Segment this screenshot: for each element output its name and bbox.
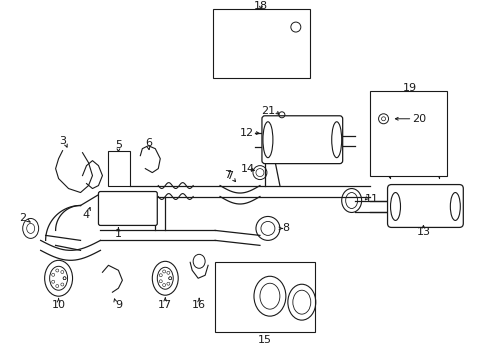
Bar <box>369 91 447 176</box>
Text: 14: 14 <box>241 163 255 174</box>
Text: 18: 18 <box>253 1 267 11</box>
Text: 20: 20 <box>411 114 426 124</box>
Text: 15: 15 <box>257 335 271 345</box>
Text: 19: 19 <box>402 83 416 93</box>
Text: 6: 6 <box>144 138 151 148</box>
Text: 5: 5 <box>115 140 122 150</box>
Text: 7: 7 <box>226 171 233 181</box>
Bar <box>213 9 309 78</box>
Bar <box>215 262 314 332</box>
Text: 7: 7 <box>224 170 231 180</box>
Text: 11: 11 <box>364 194 378 203</box>
FancyBboxPatch shape <box>262 116 342 164</box>
Text: 13: 13 <box>416 228 429 237</box>
Text: 4: 4 <box>82 211 89 220</box>
Text: 10: 10 <box>52 300 65 310</box>
Text: 12: 12 <box>240 128 254 138</box>
FancyBboxPatch shape <box>387 185 462 228</box>
Text: 21: 21 <box>260 106 274 116</box>
Text: 2: 2 <box>19 213 26 224</box>
Text: 1: 1 <box>115 229 122 239</box>
Text: 9: 9 <box>115 300 122 310</box>
FancyBboxPatch shape <box>98 192 157 225</box>
Text: 3: 3 <box>59 136 66 146</box>
Text: 16: 16 <box>192 300 206 310</box>
Bar <box>108 151 130 185</box>
Text: 8: 8 <box>282 224 289 233</box>
Text: 17: 17 <box>158 300 172 310</box>
